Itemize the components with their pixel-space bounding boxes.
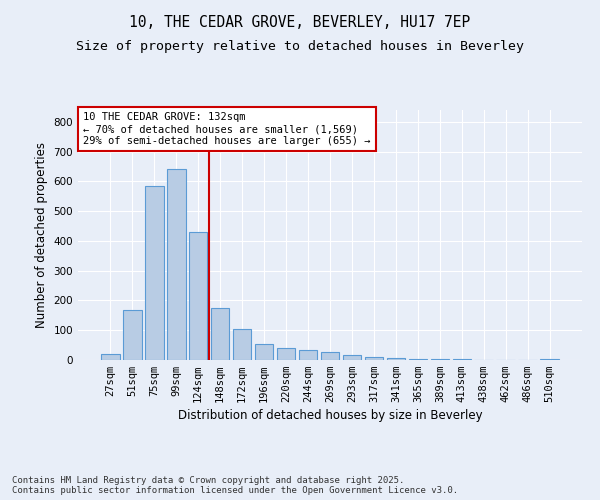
Bar (541, 358, 559, 360)
Bar (320, 352, 340, 360)
Y-axis label: Number of detached properties: Number of detached properties (35, 142, 48, 328)
Bar (409, 359, 427, 360)
Bar (123, 310, 142, 360)
Bar (299, 350, 317, 360)
Bar (431, 359, 449, 360)
Bar (365, 356, 383, 360)
Bar (255, 344, 274, 360)
X-axis label: Distribution of detached houses by size in Beverley: Distribution of detached houses by size … (178, 410, 482, 422)
Text: 10, THE CEDAR GROVE, BEVERLEY, HU17 7EP: 10, THE CEDAR GROVE, BEVERLEY, HU17 7EP (130, 15, 470, 30)
Bar (386, 358, 405, 360)
Bar (189, 232, 208, 360)
Bar (167, 168, 185, 360)
Bar (101, 354, 119, 360)
Text: 10 THE CEDAR GROVE: 132sqm
← 70% of detached houses are smaller (1,569)
29% of s: 10 THE CEDAR GROVE: 132sqm ← 70% of deta… (83, 112, 371, 146)
Bar (277, 348, 295, 360)
Text: Size of property relative to detached houses in Beverley: Size of property relative to detached ho… (76, 40, 524, 53)
Bar (211, 308, 229, 360)
Bar (233, 330, 251, 360)
Text: Contains HM Land Registry data © Crown copyright and database right 2025.
Contai: Contains HM Land Registry data © Crown c… (12, 476, 458, 495)
Bar (343, 355, 361, 360)
Bar (145, 186, 164, 360)
